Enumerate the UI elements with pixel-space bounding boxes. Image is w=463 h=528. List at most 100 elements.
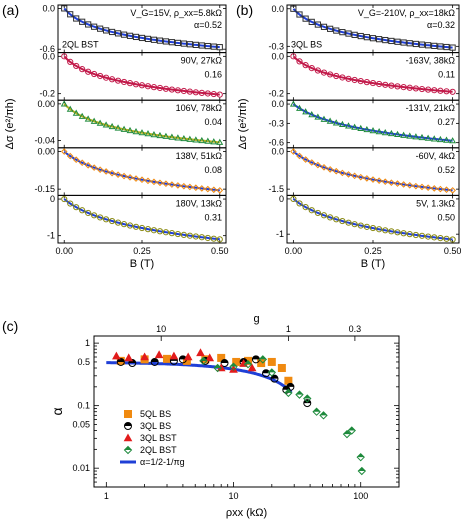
panel-c: (c) 1 10 100 1 0.5 0.1 0.05 0.01 10 1 0.3 g ρxx (kΩ) α…: [2, 313, 400, 519]
data-point: [132, 128, 140, 135]
data-point: [140, 352, 149, 361]
data-point: [357, 222, 364, 229]
data-point: [91, 70, 98, 78]
subplot-4: 0.00 -0.15 138V, 51kΩ 0.08: [34, 147, 227, 196]
data-point: [144, 177, 152, 185]
data-point: [406, 182, 414, 189]
data-point-fill: [284, 389, 292, 393]
data-point: [449, 137, 457, 144]
data-point: [67, 11, 74, 18]
data-point: [144, 35, 152, 42]
x-tick-label: 0.50: [211, 246, 229, 256]
data-point: [169, 351, 179, 360]
data-point: [97, 72, 104, 80]
data-point: [376, 80, 383, 88]
data-point-fill: [286, 383, 294, 387]
data-point: [126, 126, 134, 134]
data-point: [85, 21, 92, 28]
data-point: [357, 173, 365, 181]
data-point-fill: [358, 467, 366, 472]
data-point: [103, 74, 110, 81]
data-point: [61, 195, 68, 203]
data-point: [204, 137, 212, 144]
data-point: [210, 43, 217, 50]
data-point: [388, 82, 395, 89]
data-point: [394, 229, 401, 236]
data-point: [369, 35, 377, 42]
data-point: [198, 185, 206, 192]
data-point: [443, 136, 450, 143]
data-point: [198, 136, 206, 144]
data-point-fill: [295, 391, 303, 395]
data-point-fill: [313, 408, 321, 412]
x-tick-label: 0.25: [133, 246, 151, 256]
data-point: [425, 233, 432, 240]
data-point: [449, 236, 456, 243]
data-point: [103, 27, 110, 34]
data-point: [186, 232, 193, 239]
top-tick-label: 10: [156, 324, 166, 334]
data-point: [198, 234, 205, 241]
data-point: [144, 83, 152, 90]
panel-letter: (a): [2, 2, 19, 18]
sample-label: 3QL BS: [291, 40, 322, 50]
data-point: [412, 40, 419, 48]
data-point: [400, 181, 407, 188]
data-point: [210, 138, 218, 145]
data-point: [85, 68, 92, 75]
data-point: [351, 76, 358, 84]
y-tick-label: 0.00: [37, 99, 55, 109]
data-point: [150, 357, 159, 366]
data-point: [72, 109, 80, 116]
data-point: [424, 184, 432, 191]
data-point-fill: [214, 364, 222, 369]
data-point: [295, 390, 304, 399]
data-point: [314, 113, 322, 120]
data-point: [302, 62, 309, 69]
data-point: [357, 124, 365, 132]
data-point: [303, 399, 312, 408]
data-point: [210, 186, 218, 194]
legend-label: 5QL BS: [140, 409, 171, 419]
data-point: [216, 236, 223, 243]
data-point: [60, 100, 68, 107]
subplot-5: 0 -1 180V, 13kΩ 0.31: [47, 194, 227, 244]
data-point: [394, 38, 401, 45]
data-point: [114, 219, 122, 226]
data-point: [162, 229, 170, 236]
y-tick-label: -1: [276, 229, 284, 239]
data-point: [431, 87, 438, 94]
data-point: [174, 182, 182, 189]
data-point: [114, 171, 122, 178]
data-point: [363, 34, 370, 41]
data-point: [424, 134, 432, 141]
data-point: [302, 108, 310, 115]
legend-label: α=1/2-1/πg: [140, 457, 185, 467]
data-point: [345, 171, 352, 178]
data-point: [168, 181, 176, 188]
data-point: [162, 132, 170, 139]
data-point: [114, 124, 122, 131]
data-point: [174, 230, 181, 238]
data-point: [363, 125, 371, 133]
data-point: [186, 41, 193, 48]
data-point: [406, 84, 413, 91]
data-point: [168, 230, 176, 237]
subplot-value: 0.27: [437, 117, 455, 127]
data-point: [425, 86, 432, 93]
data-point: [67, 200, 74, 207]
data-point: [60, 148, 68, 155]
data-point-fill: [151, 358, 159, 362]
subplot-2: 0.0 -0.2 -163V, 38kΩ 0.11: [268, 51, 460, 101]
data-point: [204, 234, 211, 242]
data-point: [198, 89, 205, 97]
data-point: [90, 117, 98, 124]
data-point: [126, 32, 134, 39]
data-point: [339, 29, 346, 36]
data-point: [168, 133, 176, 140]
data-point: [186, 135, 194, 142]
data-point: [437, 185, 444, 193]
data-point: [431, 42, 438, 49]
y-tick-label: -0.6: [39, 44, 55, 54]
data-point: [258, 355, 268, 364]
